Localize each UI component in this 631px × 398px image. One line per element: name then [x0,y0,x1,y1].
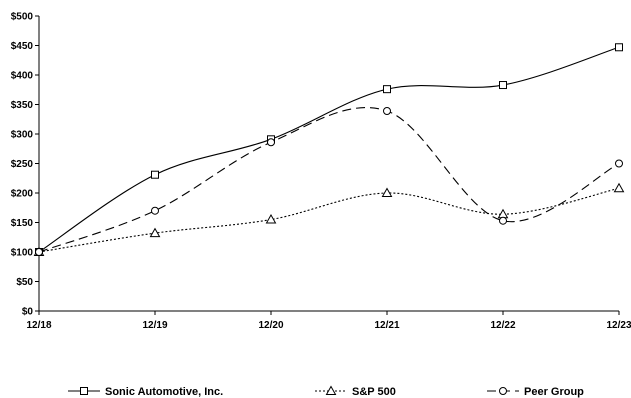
legend-item: Peer Group [487,386,584,398]
x-tick-label: 12/23 [606,320,631,331]
data-point-circle [383,106,391,115]
legend-label: Sonic Automotive, Inc. [105,386,223,398]
x-tick-label: 12/19 [142,320,167,331]
x-tick-label: 12/22 [490,320,515,331]
legend-marker-square [80,387,88,395]
series-circle [35,106,623,256]
data-point-circle [267,138,275,147]
data-point-circle [615,159,623,168]
data-point-square [615,43,623,52]
axes: $0 $50 $100 $150 $200 $250 $300 $350 $400 $450 $50… [11,12,631,332]
legend-label: Peer Group [524,386,584,398]
series-layer [33,43,625,256]
y-tick-label: $150 [11,218,34,229]
series-line [38,187,620,253]
y-tick-label: $400 [11,71,34,82]
legend-marker-triangle [325,385,337,395]
y-tick-label: $200 [11,189,34,200]
data-point-circle [35,248,43,256]
x-tick-label: 12/20 [258,320,283,331]
y-tick-label: $250 [11,159,34,170]
y-tick-label: $300 [11,130,34,141]
legend: Sonic Automotive, Inc. S&P 500 Peer Group [68,385,584,398]
y-tick-label: $350 [11,100,34,111]
x-tick-label: 12/18 [26,320,51,331]
y-tick-label: $500 [11,12,34,23]
y-tick-label: $50 [16,277,33,288]
y-tick-label: $450 [11,41,34,52]
data-point-square [151,170,159,179]
data-point-circle [151,206,159,215]
y-tick-label: $100 [11,248,34,259]
series-triangle [33,182,625,256]
data-point-triangle [149,227,161,238]
legend-item: Sonic Automotive, Inc. [68,386,223,398]
data-point-triangle [613,182,625,193]
data-point-circle [499,216,507,225]
series-line [38,46,620,253]
data-point-triangle [265,214,277,224]
data-point-triangle [381,187,393,197]
y-tick-label: $0 [22,307,34,318]
x-tick-label: 12/21 [374,320,399,331]
series-line [38,107,620,253]
legend-item: S&P 500 [315,385,396,398]
legend-marker-circle [499,387,507,395]
data-point-square [383,85,391,94]
data-point-square [499,81,507,90]
legend-label: S&P 500 [352,386,396,398]
